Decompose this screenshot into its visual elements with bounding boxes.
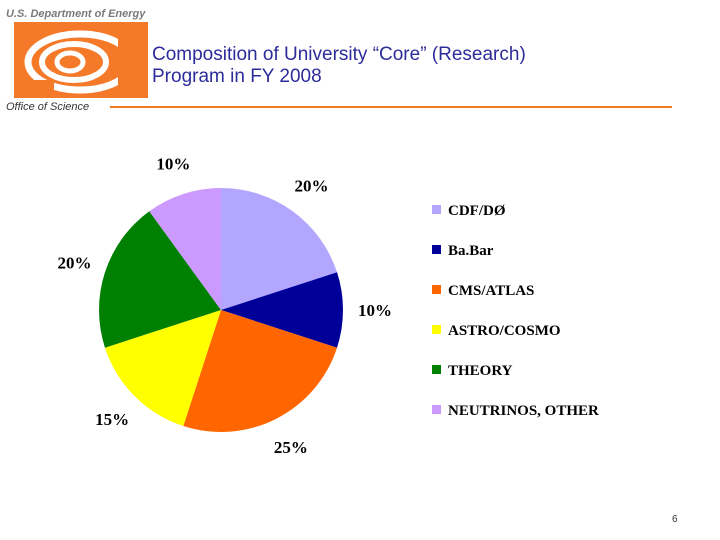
pie-slice	[149, 188, 221, 310]
legend-item: ASTRO/COSMO	[432, 323, 561, 340]
legend-label: THEORY	[448, 363, 513, 379]
legend-item: CDF/DØ	[432, 203, 506, 220]
legend-item: Ba.Bar	[432, 243, 493, 260]
pie-slice	[104, 310, 221, 427]
legend-item: THEORY	[432, 363, 512, 380]
legend-swatch	[432, 325, 441, 334]
header-divider	[110, 106, 672, 108]
slice-value-label: 20%	[58, 253, 92, 272]
title-line-2: Program in FY 2008	[152, 66, 322, 87]
legend-label: CDF/DØ	[448, 203, 506, 219]
legend-label: ASTRO/COSMO	[448, 323, 561, 339]
legend-swatch	[432, 205, 441, 214]
slice-value-label: 10%	[156, 155, 190, 174]
slice-value-label: 10%	[358, 301, 392, 320]
title-line-1: Composition of University “Core” (Resear…	[152, 44, 526, 65]
agency-name: U.S. Department of Energy	[6, 8, 146, 20]
slice-value-label: 15%	[95, 410, 129, 429]
page-number: 6	[672, 514, 678, 525]
slice-value-label: 20%	[295, 176, 329, 195]
slice-value-label: 25%	[274, 438, 308, 457]
legend-label: Ba.Bar	[448, 243, 494, 259]
pie-slice	[221, 272, 343, 348]
pie-slice	[221, 188, 338, 310]
legend-item: NEUTRINOS, OTHER	[432, 403, 599, 420]
doe-office-of-science-logo-icon	[14, 22, 148, 98]
legend-swatch	[432, 365, 441, 374]
office-name: Office of Science	[6, 101, 90, 113]
pie-slice	[98, 211, 221, 348]
legend-swatch	[432, 285, 441, 294]
legend-swatch	[432, 405, 441, 414]
legend-label: NEUTRINOS, OTHER	[448, 403, 599, 419]
legend-item: CMS/ATLAS	[432, 283, 534, 300]
legend-swatch	[432, 245, 441, 254]
pie-slice	[183, 310, 338, 432]
page-title: Composition of University “Core” (Resear…	[152, 44, 526, 88]
legend-label: CMS/ATLAS	[448, 283, 535, 299]
